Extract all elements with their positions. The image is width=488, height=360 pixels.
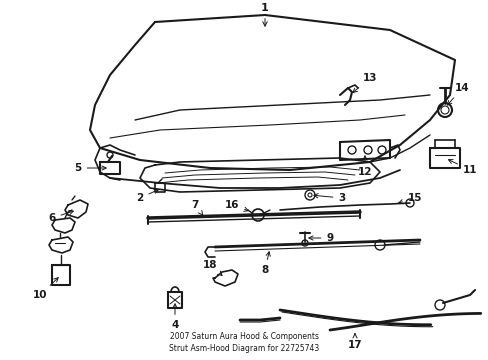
Text: 10: 10 xyxy=(33,278,58,300)
Text: 4: 4 xyxy=(171,304,178,330)
Text: 8: 8 xyxy=(261,252,270,275)
Text: 11: 11 xyxy=(447,159,476,175)
Text: 2007 Saturn Aura Hood & Components
Strut Asm-Hood Diagram for 22725743: 2007 Saturn Aura Hood & Components Strut… xyxy=(168,332,319,353)
Text: 5: 5 xyxy=(74,163,106,173)
Text: 9: 9 xyxy=(308,233,333,243)
Text: 14: 14 xyxy=(447,83,468,105)
Text: 12: 12 xyxy=(357,156,371,177)
Text: 17: 17 xyxy=(347,334,362,350)
Text: 18: 18 xyxy=(203,260,222,275)
Text: 6: 6 xyxy=(48,211,73,223)
Text: 1: 1 xyxy=(261,3,268,26)
Text: 3: 3 xyxy=(313,193,345,203)
Text: 13: 13 xyxy=(352,73,376,93)
Text: 2: 2 xyxy=(136,189,158,203)
Text: 7: 7 xyxy=(191,200,203,215)
Text: 16: 16 xyxy=(224,200,248,211)
Text: 15: 15 xyxy=(398,193,421,204)
